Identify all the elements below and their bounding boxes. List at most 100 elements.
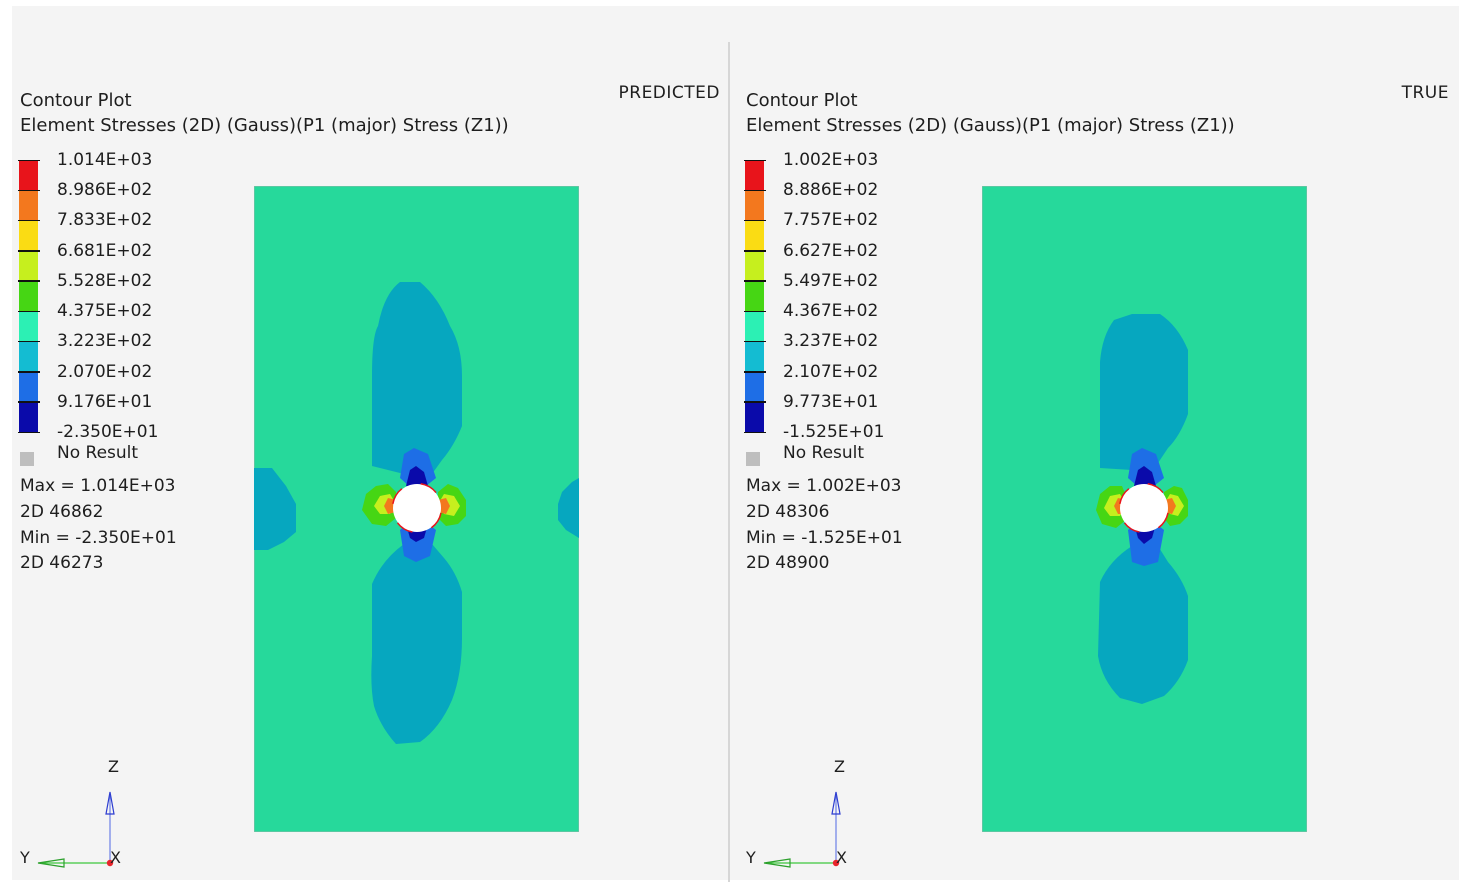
legend-color-band: [19, 371, 38, 403]
legend-tick: [744, 401, 766, 403]
z-axis-arrow: [105, 791, 115, 815]
legend-color-band: [19, 401, 38, 433]
legend-color-band: [745, 160, 764, 191]
viewport-predicted[interactable]: PREDICTED Contour Plot Element Stresses …: [0, 0, 720, 882]
axis-triad: [763, 791, 841, 868]
max-value: Max = 1.014E+03: [20, 476, 176, 496]
no-result-swatch: [746, 452, 760, 466]
legend-tick: [744, 189, 766, 192]
x-axis-label: X: [110, 848, 121, 867]
legend-tick: [18, 219, 40, 222]
legend-value: 1.002E+03: [783, 150, 879, 170]
no-result-label: No Result: [57, 443, 139, 463]
z-axis-label: Z: [834, 757, 845, 776]
stress-edge-left: [254, 468, 296, 550]
legend-tick: [744, 280, 766, 282]
stress-orange-right: [438, 498, 450, 514]
legend-value: 6.681E+02: [57, 240, 153, 261]
legend-color-band: [745, 190, 764, 221]
legend-tick: [18, 371, 40, 373]
legend-value: 5.528E+02: [57, 270, 153, 291]
legend-value: 1.014E+03: [57, 150, 153, 170]
y-axis-arrow: [763, 858, 791, 868]
legend-value: 4.375E+02: [57, 301, 153, 322]
legend-color-band: [745, 250, 764, 282]
y-axis-arrow: [37, 858, 65, 868]
z-axis-label: Z: [108, 757, 119, 776]
legend-tick: [18, 280, 40, 282]
legend-tick: [744, 310, 766, 313]
stress-lobe-upper: [372, 282, 462, 474]
legend-colorbar[interactable]: [18, 159, 40, 433]
result-type-label: Element Stresses (2D) (Gauss)(P1 (major)…: [20, 115, 509, 136]
legend-color-band: [745, 401, 764, 433]
legend-tick: [18, 250, 40, 252]
legend-color-band: [745, 311, 764, 342]
legend-color-band: [745, 341, 764, 373]
contour-plot-title: Contour Plot: [746, 90, 858, 111]
stress-deepblue-top: [1134, 466, 1156, 486]
viewport-divider[interactable]: [728, 42, 730, 882]
max-element: 2D 48306: [746, 502, 830, 522]
stress-lobe-upper: [1100, 314, 1188, 470]
legend-value: 2.107E+02: [783, 361, 879, 382]
legend-value: 4.367E+02: [783, 301, 879, 322]
viewport-true[interactable]: TRUE Contour Plot Element Stresses (2D) …: [726, 0, 1448, 882]
stress-lobe-lower: [371, 544, 462, 744]
y-axis-label: Y: [20, 848, 30, 867]
max-element: 2D 46862: [20, 502, 104, 522]
legend-value: 3.223E+02: [57, 331, 153, 352]
legend-color-band: [19, 250, 38, 282]
z-axis-arrow: [831, 791, 841, 815]
x-axis-marker: [106, 859, 114, 867]
legend-value: 7.833E+02: [57, 210, 153, 231]
no-result-swatch: [20, 452, 34, 466]
legend-value: 3.237E+02: [783, 331, 879, 352]
legend-tick: [18, 310, 40, 313]
legend-tick: [18, 159, 40, 161]
viewport-tag: TRUE: [1401, 83, 1449, 103]
no-result-label: No Result: [783, 443, 865, 463]
x-axis-marker: [832, 859, 840, 867]
min-element: 2D 46273: [20, 553, 104, 573]
legend-colorbar[interactable]: [744, 159, 766, 433]
stress-lobe-lower: [1098, 546, 1188, 704]
axis-triad: [37, 791, 115, 868]
hole: [393, 484, 441, 532]
legend-tick: [744, 219, 766, 222]
legend-value: -1.525E+01: [783, 422, 885, 442]
legend-value: 9.176E+01: [57, 391, 153, 412]
stress-edge-right: [558, 478, 579, 538]
legend-tick: [744, 371, 766, 373]
stress-deepblue-top: [406, 466, 428, 486]
legend-color-band: [19, 190, 38, 221]
contour-plot-model[interactable]: [982, 186, 1307, 832]
legend-tick: [18, 189, 40, 192]
legend-color-band: [745, 280, 764, 312]
hole: [1120, 484, 1168, 532]
legend-color-band: [19, 220, 38, 252]
legend-value: 8.986E+02: [57, 180, 153, 201]
legend-color-band: [19, 311, 38, 342]
legend-tick: [744, 340, 766, 343]
max-value: Max = 1.002E+03: [746, 476, 902, 496]
contour-plot-title: Contour Plot: [20, 90, 132, 111]
legend-tick: [744, 431, 766, 433]
x-axis-label: X: [836, 848, 847, 867]
result-type-label: Element Stresses (2D) (Gauss)(P1 (major)…: [746, 115, 1235, 136]
legend-tick: [744, 159, 766, 161]
legend-value: 8.886E+02: [783, 180, 879, 201]
legend-value: 9.773E+01: [783, 391, 879, 412]
legend-value: 6.627E+02: [783, 240, 879, 261]
legend-color-band: [19, 341, 38, 373]
legend-tick: [18, 431, 40, 433]
legend-tick: [18, 401, 40, 403]
legend-color-band: [19, 280, 38, 312]
legend-value: 7.757E+02: [783, 210, 879, 231]
y-axis-label: Y: [746, 848, 756, 867]
contour-plot-model[interactable]: [254, 186, 579, 832]
legend-color-band: [745, 220, 764, 252]
legend-color-band: [19, 160, 38, 191]
min-value: Min = -1.525E+01: [746, 528, 903, 548]
legend-value: -2.350E+01: [57, 422, 159, 442]
